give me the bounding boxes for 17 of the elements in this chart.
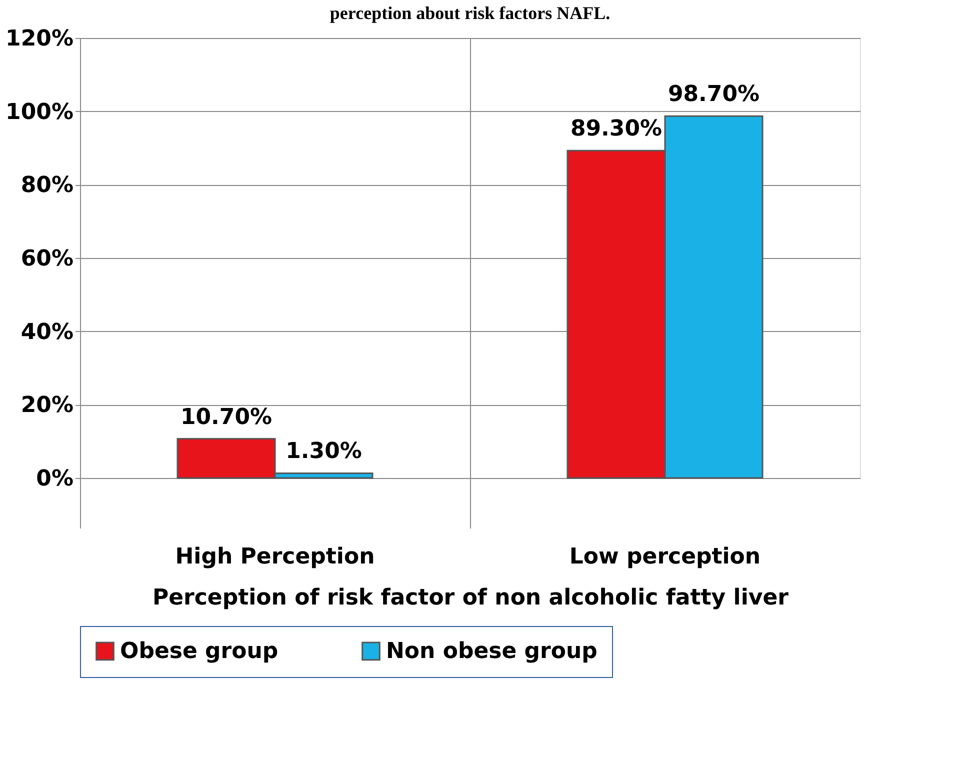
- y-tick-label: 20%: [20, 393, 74, 418]
- legend-label: Non obese group: [386, 639, 598, 664]
- x-tick-label: Low perception: [569, 544, 761, 570]
- data-label: 98.70%: [668, 82, 760, 108]
- data-label: 1.30%: [286, 439, 362, 464]
- data-label: 89.30%: [570, 116, 662, 142]
- chart-title: perception about risk factors NAFL.: [330, 3, 610, 23]
- y-tick-label: 120%: [6, 26, 74, 52]
- data-label: 10.70%: [180, 404, 272, 430]
- legend-label: Obese group: [120, 639, 278, 664]
- x-axis-title: Perception of risk factor of non alcoholic fatty liver: [152, 586, 789, 610]
- y-tick-label: 100%: [6, 100, 74, 125]
- y-tick-label: 40%: [20, 320, 74, 345]
- y-tick-label: 0%: [36, 466, 74, 492]
- y-tick-label: 60%: [20, 246, 74, 272]
- y-tick-label: 80%: [20, 173, 74, 198]
- x-tick-label: High Perception: [175, 544, 375, 570]
